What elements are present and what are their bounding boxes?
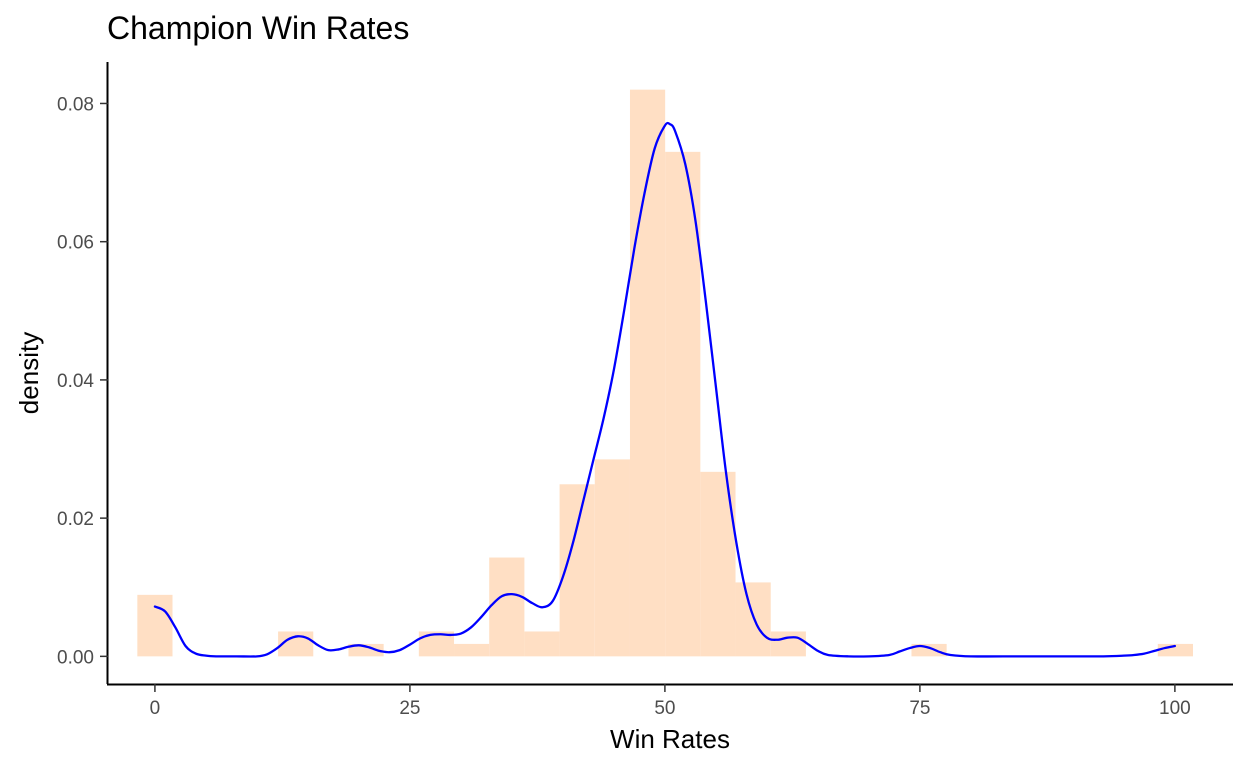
density-curve-layer — [153, 121, 1177, 658]
histogram-bar — [454, 643, 490, 657]
histogram-bar — [137, 594, 173, 657]
x-tick-label: 25 — [399, 698, 420, 719]
x-tick-label: 50 — [654, 698, 675, 719]
x-tick-label: 0 — [150, 698, 161, 719]
histogram-bars — [137, 89, 1193, 657]
x-axis-title: Win Rates — [610, 724, 730, 754]
x-tick-label: 75 — [909, 698, 930, 719]
histogram-bar — [665, 151, 701, 657]
y-tick-label: 0.00 — [57, 647, 94, 668]
histogram-bar — [735, 582, 771, 657]
y-axis-title: density — [14, 332, 44, 414]
y-axis-ticks: 0.00 0.02 0.04 0.06 0.08 — [57, 94, 108, 668]
histogram-bar — [594, 459, 630, 657]
y-tick-label: 0.02 — [57, 509, 94, 530]
y-tick-label: 0.04 — [57, 371, 94, 392]
histogram-bar — [489, 557, 525, 657]
x-axis-ticks: 0 25 50 75 100 — [150, 684, 1191, 719]
histogram-bar — [348, 643, 384, 657]
chart-title: Champion Win Rates — [107, 10, 409, 46]
y-tick-label: 0.08 — [57, 94, 94, 115]
histogram-bar — [524, 631, 560, 657]
density-curve — [153, 121, 1177, 658]
histogram-bar — [770, 631, 806, 657]
x-tick-label: 100 — [1159, 698, 1191, 719]
y-tick-label: 0.06 — [57, 233, 94, 254]
